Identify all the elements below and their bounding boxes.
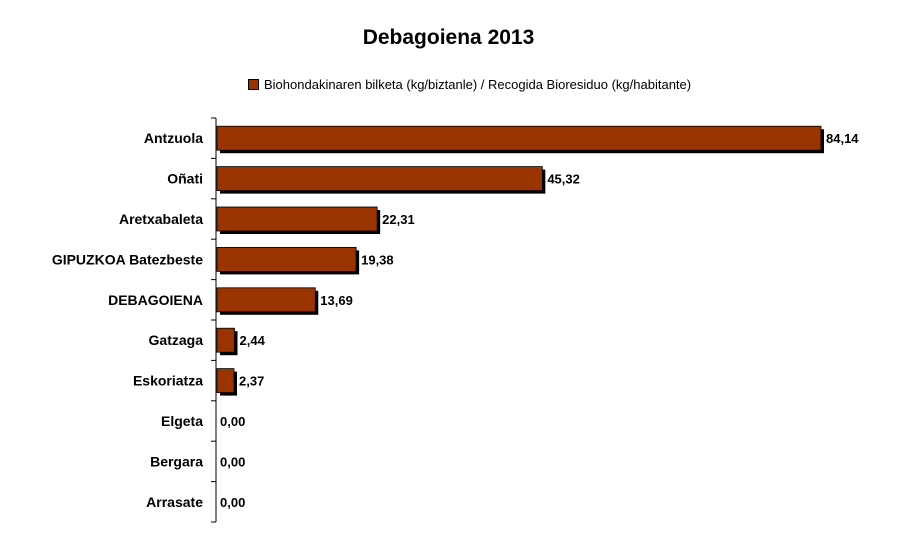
data-label: 0,00 (220, 414, 245, 429)
bar (216, 327, 235, 353)
category-label: Eskoriatza (133, 373, 203, 389)
category-label: Aretxabaleta (119, 211, 203, 227)
legend: Biohondakinaren bilketa (kg/biztanle) / … (248, 77, 691, 92)
bar (216, 166, 543, 192)
bar (216, 206, 378, 232)
category-label: Oñati (167, 171, 203, 187)
data-label: 2,37 (239, 374, 264, 389)
bar (216, 125, 822, 151)
category-label: GIPUZKOA Batezbeste (52, 251, 203, 267)
bar (216, 246, 357, 272)
category-label: Arrasate (146, 494, 203, 510)
bar (216, 368, 235, 394)
category-label: Gatzaga (149, 332, 204, 348)
chart-title: Debagoiena 2013 (362, 26, 535, 49)
legend-label: Biohondakinaren bilketa (kg/biztanle) / … (264, 77, 692, 92)
data-label: 0,00 (220, 495, 245, 510)
data-label: 22,31 (382, 212, 415, 227)
data-label: 84,14 (826, 131, 859, 146)
category-label: Elgeta (161, 413, 203, 429)
data-label: 45,32 (547, 172, 580, 187)
category-label: DEBAGOIENA (108, 292, 203, 308)
data-label: 13,69 (320, 293, 353, 308)
data-label: 2,44 (240, 333, 266, 348)
legend-swatch (248, 79, 259, 90)
category-label: Antzuola (144, 130, 203, 146)
category-label: Bergara (150, 453, 203, 469)
data-label: 19,38 (361, 252, 394, 267)
bar (216, 287, 316, 313)
data-label: 0,00 (220, 454, 245, 469)
